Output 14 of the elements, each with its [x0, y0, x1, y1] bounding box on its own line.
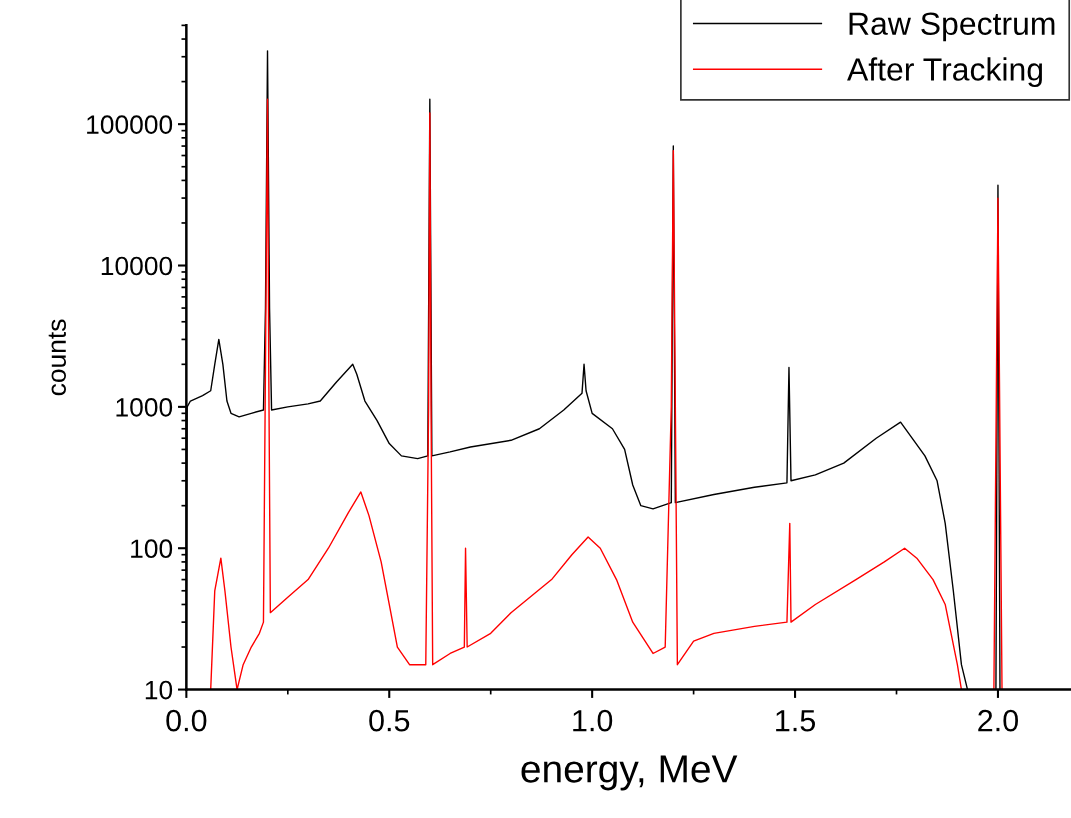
y-tick-label: 1000 [116, 398, 173, 417]
x-tick-label: 0.5 [369, 709, 410, 732]
x-axis-title: energy, MeV [521, 755, 738, 791]
x-tick-label: 0.0 [166, 709, 207, 732]
y-tick-label: 100000 [87, 115, 173, 134]
y-axis-title: counts [48, 319, 67, 396]
legend-label: Raw Spectrum [849, 12, 1055, 42]
x-tick-label: 1.0 [573, 709, 613, 732]
y-tick-label: 10 [145, 680, 173, 700]
legend-label: After Tracking [847, 57, 1042, 88]
x-tick-label: 2.0 [978, 709, 1018, 732]
y-tick-label: 100 [131, 539, 173, 559]
x-tick-label: 1.5 [776, 710, 816, 732]
y-tick-label: 10000 [101, 256, 173, 276]
